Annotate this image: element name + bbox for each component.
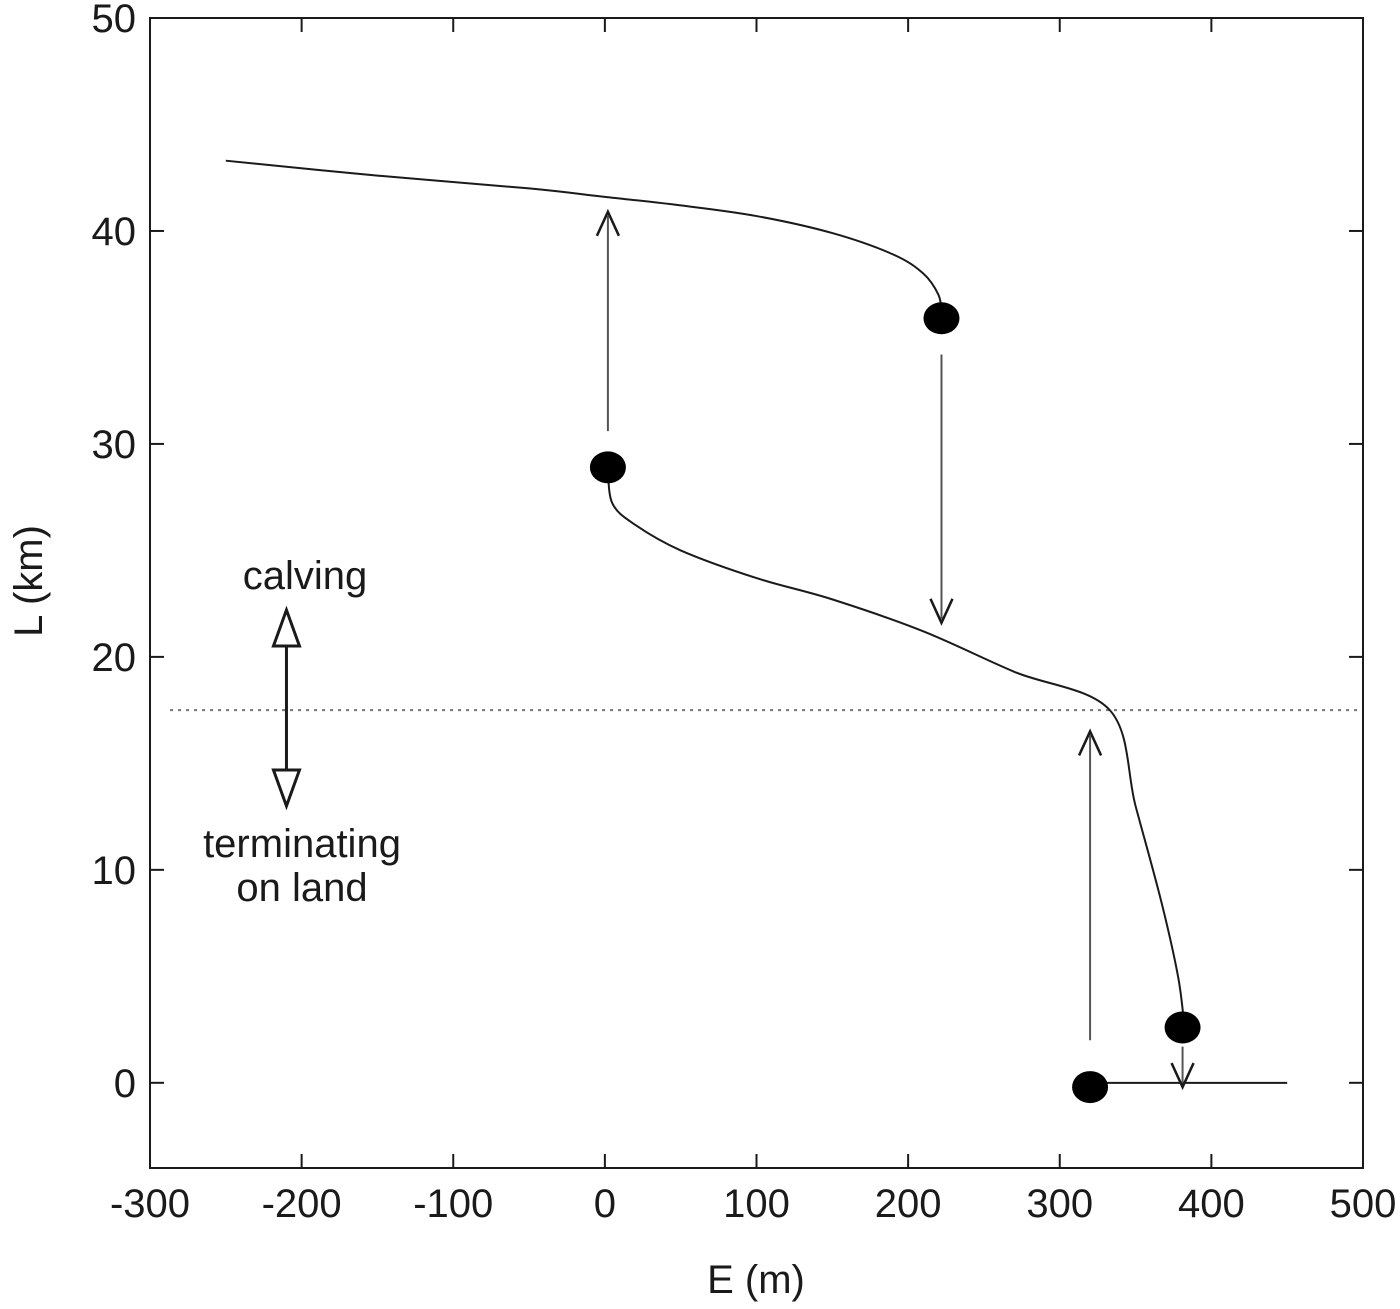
x-axis-title: E (m)	[707, 1258, 805, 1302]
y-tick-label: 20	[92, 636, 137, 680]
double-arrow-head-up	[271, 605, 302, 648]
x-tick-label: -100	[413, 1182, 493, 1226]
y-tick-label: 0	[114, 1062, 136, 1106]
bifurcation-point-4	[1072, 1071, 1109, 1104]
arrow-head-4	[1170, 1062, 1195, 1091]
x-tick-label: 300	[1026, 1182, 1093, 1226]
y-axis-title: L (km)	[7, 525, 51, 637]
marker-layer	[589, 302, 1201, 1104]
series-layer	[225, 159, 1288, 1084]
double-arrow-head-down	[271, 768, 302, 811]
y-tick-label: 10	[92, 849, 137, 893]
x-tick-label: 200	[875, 1182, 942, 1226]
terminating-label-line2: on land	[236, 866, 367, 910]
bifurcation-point-1	[923, 302, 960, 335]
x-tick-label: -300	[110, 1182, 190, 1226]
plot-frame	[149, 17, 1364, 1169]
series-line-1	[225, 159, 943, 313]
y-tick-label: 50	[92, 0, 137, 41]
arrow-head-3	[1077, 728, 1103, 756]
x-tick-label: 400	[1178, 1182, 1245, 1226]
y-tick-label: 40	[92, 210, 137, 254]
y-tick-label: 30	[92, 423, 137, 467]
x-tick-label: 100	[723, 1182, 790, 1226]
terminating-label-line1: terminating	[203, 822, 401, 866]
bifurcation-point-3	[1164, 1011, 1201, 1044]
arrow-layer	[595, 208, 1195, 1091]
annotation-layer: calving terminating on land	[203, 554, 401, 910]
x-tick-label: 500	[1330, 1182, 1397, 1226]
axis-ticks: -300 -200 -100 0 100 200 300 400 500 0 10 20 30 40 50	[92, 0, 1397, 1226]
series-line-2	[606, 469, 1186, 1024]
calving-label: calving	[243, 554, 368, 598]
bifurcation-point-2	[589, 451, 626, 484]
x-tick-label: -200	[262, 1182, 342, 1226]
arrow-head-1	[595, 208, 621, 237]
x-tick-label: 0	[594, 1182, 616, 1226]
arrow-head-2	[929, 598, 954, 626]
